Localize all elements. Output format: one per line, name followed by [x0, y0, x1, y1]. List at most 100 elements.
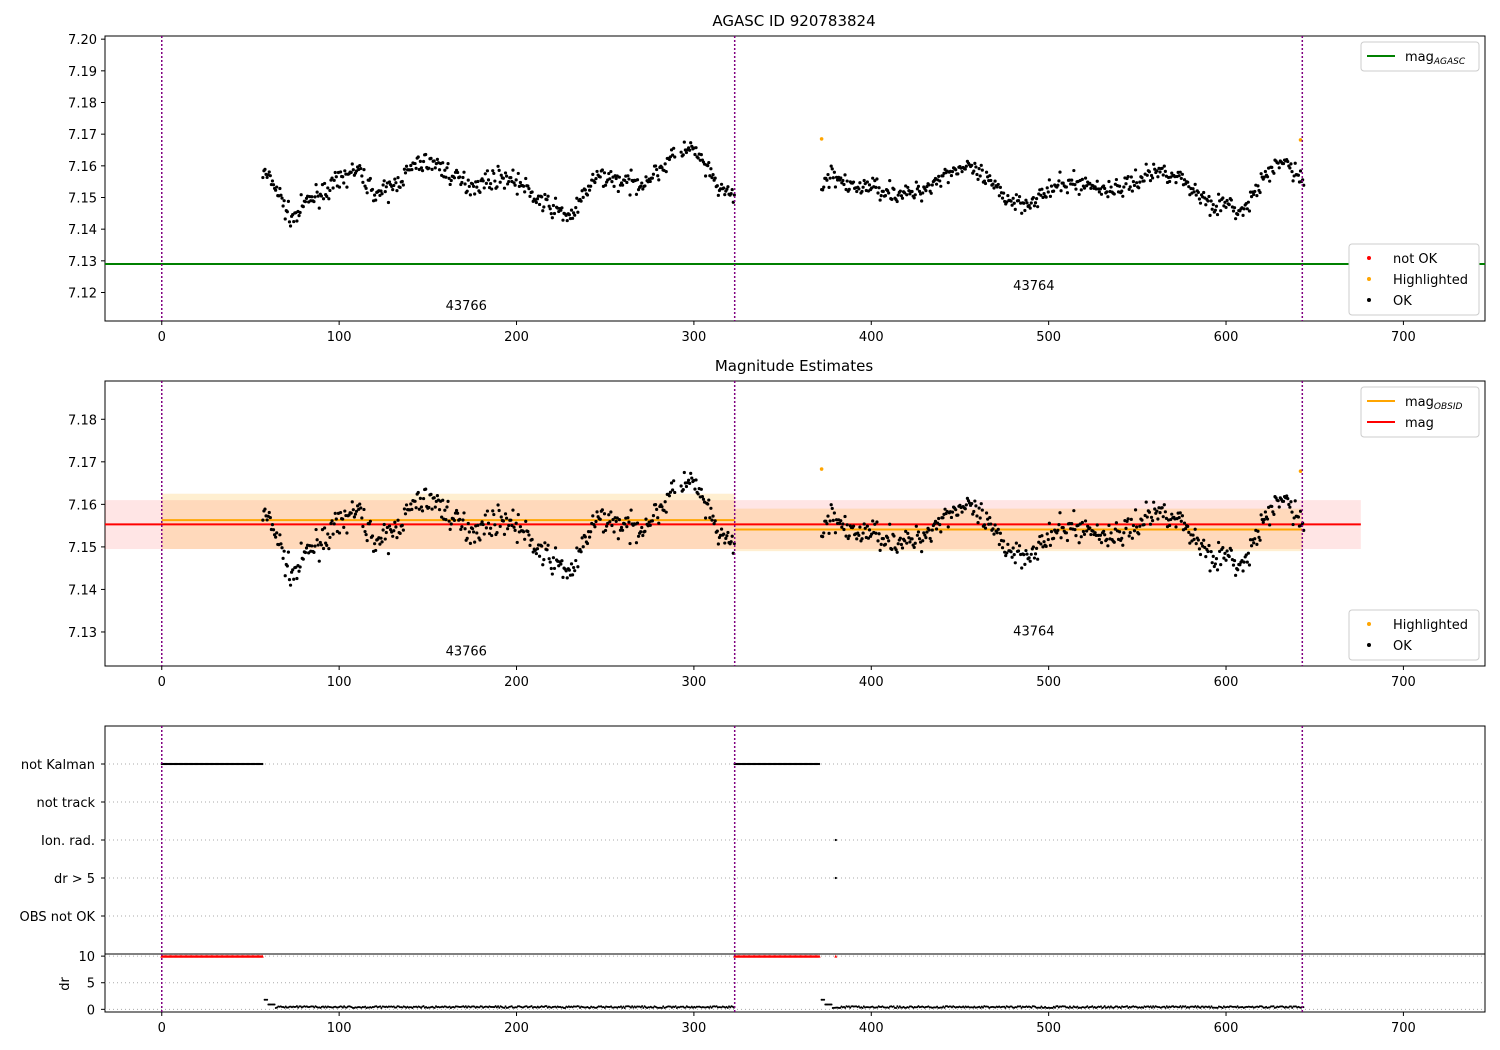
panel1-ok-point: [327, 197, 331, 201]
panel2-y-tick-label: 7.18: [68, 413, 97, 428]
panel1-ok-point: [1256, 184, 1260, 188]
panel1-ok-point: [732, 193, 736, 197]
panel1-ok-point: [1198, 201, 1203, 205]
panel2-ok-point: [827, 531, 831, 535]
panel2-ok-point: [1024, 548, 1028, 553]
panel1-ok-point: [1088, 181, 1092, 185]
panel1-ok-point: [1196, 190, 1200, 194]
panel2-ok-point: [1047, 521, 1051, 525]
panel2-ok-point: [619, 525, 624, 530]
panel1-ok-point: [704, 174, 708, 178]
panel2-ok-point: [359, 506, 363, 510]
panel1-ok-point: [681, 153, 685, 157]
panel2-ok-point: [1222, 556, 1226, 560]
panel1-ok-point: [1162, 164, 1166, 168]
panel1-ok-point: [349, 170, 353, 174]
panel2-ok-point: [1147, 510, 1152, 514]
panel1-y-tick-label: 7.19: [68, 65, 97, 80]
panel2-ok-point: [460, 525, 464, 529]
panel2-ok-point: [711, 514, 715, 518]
dr-point: [1076, 1005, 1079, 1008]
dr-point: [364, 1005, 367, 1008]
panel1-ok-point: [338, 170, 343, 174]
panel2-ok-point: [1128, 530, 1132, 535]
panel2-ok-point: [1121, 543, 1125, 547]
panel2-ok-point: [875, 520, 879, 524]
dr-point: [510, 1005, 513, 1008]
panel1-ok-point: [998, 185, 1003, 189]
panel2-ok-point: [865, 524, 869, 528]
panel2-ok-point: [401, 528, 405, 532]
panel2-ok-point: [609, 510, 613, 514]
panel1-ok-point: [1298, 169, 1303, 173]
panel2-x-tick-label: 700: [1391, 675, 1416, 690]
panel2-ok-point: [511, 508, 515, 512]
panel1-ok-point: [988, 174, 992, 178]
panel2-ok-point: [1020, 566, 1024, 570]
panel2-ok-point: [402, 507, 407, 511]
panel2-ok-point: [507, 523, 511, 528]
panel1-ok-point: [730, 187, 734, 192]
panel1-ok-point: [1102, 184, 1106, 188]
dr-point: [1236, 1005, 1239, 1008]
panel1-ok-point: [328, 188, 332, 193]
panel2-ok-point: [722, 532, 726, 536]
panel1-ok-point: [973, 161, 977, 165]
panel1-ok-point: [970, 163, 974, 167]
panel2-ok-point: [537, 554, 542, 558]
panel2-ok-point: [635, 521, 640, 525]
panel2-ok-point: [1070, 521, 1074, 526]
panel2-ok-point: [862, 522, 866, 526]
panel2-ok-point: [887, 539, 891, 543]
panel2-ok-point: [980, 508, 984, 512]
panel1-ok-point: [905, 193, 909, 197]
dr-point: [830, 1003, 833, 1006]
panel1-ok-point: [332, 178, 336, 182]
panel2-ok-point: [723, 541, 727, 545]
panel1-ok-point: [271, 183, 276, 187]
dr-point: [1019, 1005, 1022, 1008]
flag-row-label: not track: [36, 796, 95, 811]
panel2-ok-point: [1023, 562, 1027, 566]
panel1-ok-point: [844, 187, 848, 192]
panel1-ok-point: [1017, 195, 1022, 199]
panel1-ok-point: [1057, 179, 1061, 183]
panel1-ok-point: [711, 173, 715, 177]
panel1-ok-point: [655, 167, 659, 172]
dr-point: [297, 1006, 300, 1009]
panel2-ok-point: [938, 523, 942, 527]
panel2-ok-point: [610, 523, 614, 528]
panel2-ok-point: [1247, 563, 1252, 567]
panel2-ok-point: [639, 530, 643, 534]
panel2-ok-point: [1098, 533, 1103, 537]
panel1-ok-point: [883, 194, 888, 198]
panel2-ok-point: [384, 530, 388, 535]
panel2-ok-point: [383, 537, 387, 541]
panel1-ok-point: [387, 180, 392, 184]
panel2-ok-point: [1298, 509, 1303, 513]
panel2-ok-point: [656, 516, 660, 520]
panel1-ok-point: [528, 194, 532, 198]
panel2-ok-point: [866, 536, 871, 540]
panel1-ok-point: [1009, 199, 1013, 203]
dr-point: [1179, 1005, 1182, 1008]
panel1-ok-point: [830, 167, 834, 171]
panel1-ok-point: [1124, 182, 1128, 186]
panel2-ok-point: [547, 557, 551, 561]
panel1-ok-point: [1014, 193, 1018, 197]
panel2-ok-point: [570, 573, 575, 577]
panel1-ok-point: [983, 181, 988, 186]
panel1-x-tick-label: 600: [1214, 330, 1239, 345]
dr-point: [943, 1006, 946, 1009]
dr-point: [1071, 1006, 1074, 1009]
panel1-ok-point: [575, 196, 579, 200]
panel2-ok-point: [1152, 500, 1156, 504]
panel2-ok-point: [905, 541, 909, 545]
dr-point: [936, 1005, 939, 1008]
panel1-ok-point: [449, 178, 453, 183]
panel1-ok-point: [1131, 180, 1136, 184]
panel1-ok-point: [1001, 191, 1006, 195]
panel2-ok-point: [491, 509, 495, 513]
panel1-ok-point: [609, 169, 613, 174]
panel2-ok-point: [1055, 531, 1059, 535]
